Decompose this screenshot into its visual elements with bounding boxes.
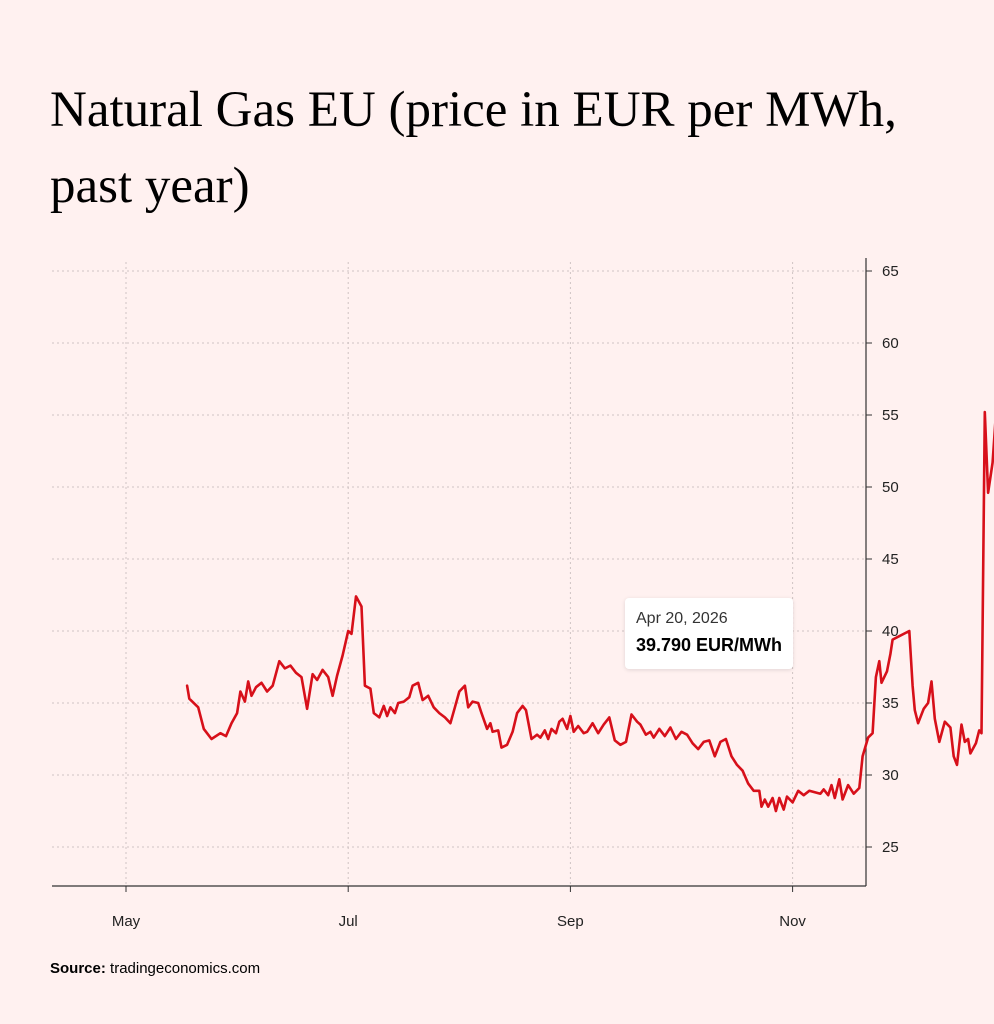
series-line: [185, 410, 994, 813]
y-tick-label: 25: [882, 839, 899, 856]
x-tick-label: May: [112, 913, 141, 930]
chart-title: Natural Gas EU (price in EUR per MWh, pa…: [50, 82, 897, 214]
plot-area: [185, 410, 994, 813]
source-text: tradingeconomics.com: [110, 960, 261, 977]
x-tick-label: Sep: [557, 913, 584, 930]
y-tick-label: 65: [882, 263, 899, 280]
source-label: Source:: [50, 960, 106, 977]
y-tick-label: 60: [882, 335, 899, 352]
y-tick-label: 35: [882, 695, 899, 712]
y-tick-label: 30: [882, 767, 899, 784]
x-axis-ticks: MayJulSepNov2026Mar: [112, 886, 806, 930]
x-tick-label: Nov: [779, 913, 806, 930]
axes: [52, 258, 867, 887]
value-tooltip: Apr 20, 2026 39.790 EUR/MWh: [625, 598, 794, 669]
y-tick-label: 40: [882, 623, 899, 640]
y-tick-label: 55: [882, 407, 899, 424]
y-tick-label: 50: [882, 479, 899, 496]
x-tick-label: Jul: [339, 913, 358, 930]
tooltip-value: 39.790 EUR/MWh: [636, 635, 783, 655]
tooltip-date: Apr 20, 2026: [636, 610, 728, 627]
grid-lines: [52, 262, 866, 886]
y-axis-ticks: 25 30 35 40 45 50 55 60 65: [866, 263, 899, 856]
source-note: Source: tradingeconomics.com: [50, 960, 260, 977]
y-tick-label: 45: [882, 551, 899, 568]
